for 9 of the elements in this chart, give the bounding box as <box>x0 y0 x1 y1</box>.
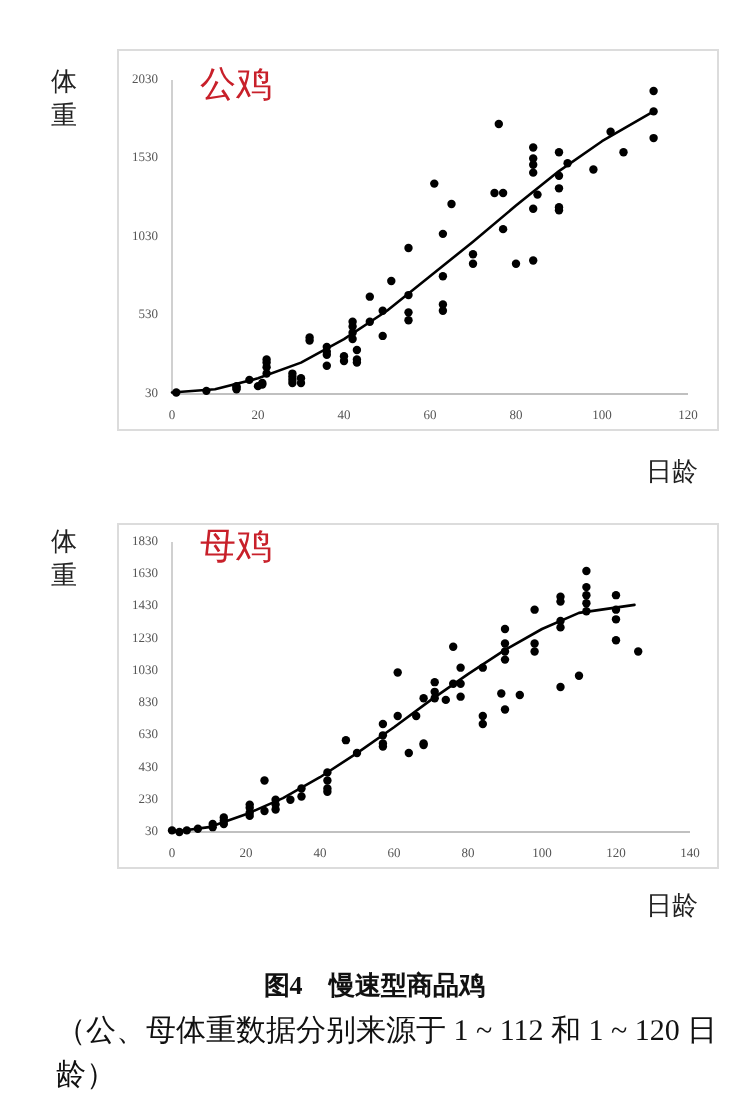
x-axis-title: 日龄 <box>646 892 698 922</box>
x-axis-title: 日龄 <box>646 458 698 488</box>
caption: 图4 慢速型商品鸡 <box>263 970 485 1000</box>
y-axis-title: 体重 <box>51 528 77 592</box>
text: （公、母体重数据分别来源于 1 ~ 112 和 1 ~ 120 日龄） <box>56 1014 718 1092</box>
chart-title: 母鸡 <box>200 525 272 568</box>
y-axis-title: 体重 <box>51 68 77 132</box>
line-series <box>170 603 636 834</box>
chart-title: 公鸡 <box>200 63 272 106</box>
